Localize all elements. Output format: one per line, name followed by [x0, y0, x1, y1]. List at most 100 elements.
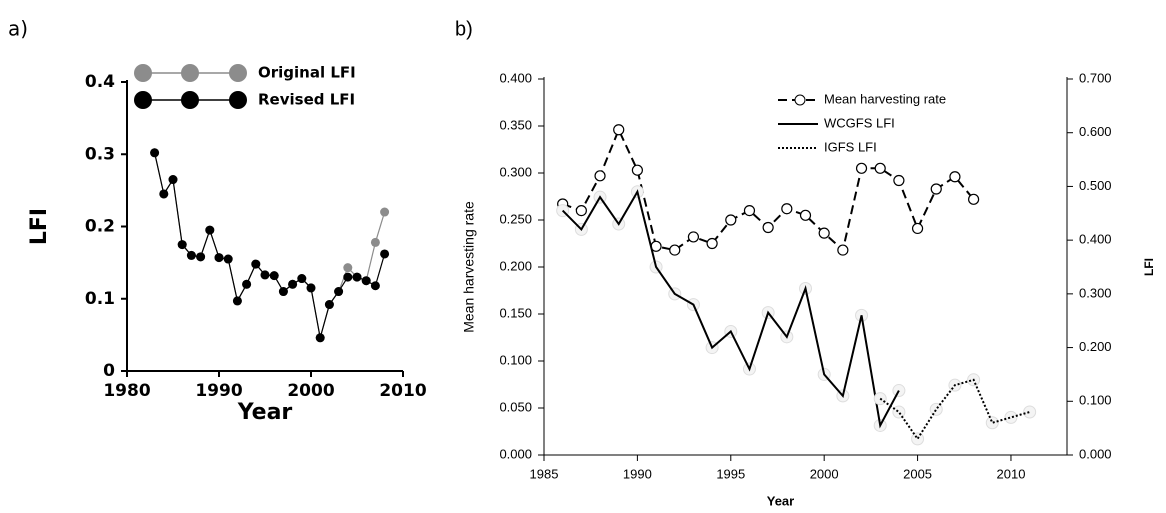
marker — [306, 283, 316, 293]
faint-marker — [1004, 410, 1018, 424]
marker — [278, 287, 288, 297]
x-tick-label: 1985 — [530, 466, 559, 481]
legend-label: WCGFS LFI — [824, 115, 895, 130]
x-tick-label: 2010 — [379, 381, 426, 401]
legend-marker — [181, 91, 199, 109]
legend-marker — [794, 94, 806, 106]
marker — [380, 249, 390, 259]
marker — [343, 272, 353, 282]
faint-marker — [929, 402, 943, 416]
x-tick-label: 2010 — [997, 466, 1026, 481]
marker — [575, 205, 587, 217]
marker — [669, 244, 681, 256]
panel-label: b) — [455, 18, 473, 40]
panel: b) 0.000 0.050 0.100 0.150 0.200 0.250 0.300 0.3… — [455, 18, 1156, 508]
legend-label: Original LFI — [258, 64, 356, 82]
marker — [781, 203, 793, 215]
y-tick-label: 0.050 — [499, 399, 532, 414]
y-tick-label: 0.000 — [499, 446, 532, 461]
marker — [930, 183, 942, 195]
panel-label: a) — [8, 17, 28, 41]
y-axis-label: Mean harvesting rate — [461, 201, 477, 333]
marker — [260, 270, 270, 280]
marker — [196, 252, 206, 262]
faint-marker — [1023, 405, 1037, 419]
legend-marker — [181, 64, 199, 82]
y2-tick-label: 0.300 — [1079, 285, 1112, 300]
y-tick-label: 0.200 — [499, 258, 532, 273]
y2-tick-label: 0.600 — [1079, 124, 1112, 139]
marker — [893, 174, 905, 187]
y-tick-label: 0.1 — [85, 289, 115, 309]
marker — [594, 170, 606, 182]
faint-marker — [911, 432, 925, 446]
faint-marker — [985, 416, 999, 430]
marker — [269, 271, 279, 281]
y-tick-label: 0.350 — [499, 117, 532, 132]
marker — [631, 164, 643, 176]
marker — [837, 244, 849, 256]
marker — [232, 296, 242, 306]
marker — [968, 193, 980, 205]
legend-marker — [229, 91, 247, 109]
legend-label: Mean harvesting rate — [824, 91, 946, 106]
y2-tick-label: 0.100 — [1079, 393, 1112, 408]
series-line — [154, 152, 386, 338]
marker — [343, 263, 353, 273]
y2-axis-label: LFI — [1142, 258, 1156, 276]
series-line — [154, 152, 386, 338]
faint-marker — [892, 405, 906, 419]
marker — [762, 221, 774, 234]
y-tick-label: 0.150 — [499, 305, 532, 320]
y-tick-label: 0.4 — [85, 72, 115, 92]
y-axis-label: LFI — [27, 208, 52, 245]
y-tick-label: 0 — [103, 361, 115, 381]
x-tick-label: 1990 — [195, 381, 242, 401]
y-tick-label: 0.100 — [499, 352, 532, 367]
y-tick-label: 0.300 — [499, 164, 532, 179]
x-tick-label: 2000 — [810, 466, 839, 481]
marker — [855, 162, 868, 174]
marker — [380, 207, 390, 217]
marker — [949, 171, 961, 183]
panel: a) 0 0.1 0.2 0.3 0.4 1980 1990 2000 2010 Year LFI Or… — [8, 17, 427, 426]
x-axis-label: Year — [237, 400, 293, 425]
x-tick-label: 1995 — [716, 466, 745, 481]
marker — [911, 222, 924, 235]
marker — [288, 279, 298, 289]
y2-tick-label: 0.200 — [1079, 339, 1112, 354]
y-tick-label: 0.250 — [499, 211, 532, 226]
marker — [352, 272, 362, 282]
marker — [818, 227, 830, 239]
y2-tick-label: 0.400 — [1079, 232, 1112, 247]
marker — [168, 175, 178, 185]
legend-label: IGFS LFI — [824, 139, 877, 154]
marker — [214, 253, 224, 263]
y-tick-label: 0.400 — [499, 70, 532, 85]
marker — [743, 205, 756, 217]
x-axis-label: Year — [767, 493, 794, 508]
marker — [370, 281, 380, 291]
marker — [687, 231, 700, 243]
x-tick-label: 2005 — [903, 466, 932, 481]
marker — [186, 250, 196, 260]
marker — [370, 237, 380, 247]
marker — [874, 162, 886, 174]
marker — [159, 189, 169, 199]
marker — [150, 148, 160, 158]
series-line — [879, 378, 1030, 441]
marker — [242, 279, 252, 289]
marker — [315, 333, 325, 343]
x-tick-label: 1990 — [623, 466, 652, 481]
x-tick-label: 2000 — [287, 381, 334, 401]
marker — [223, 254, 233, 264]
marker — [251, 259, 261, 269]
marker — [725, 214, 737, 226]
marker — [205, 225, 215, 235]
legend-marker — [134, 91, 152, 109]
y2-tick-label: 0.500 — [1079, 178, 1112, 193]
y-tick-label: 0.3 — [85, 144, 115, 164]
y2-tick-label: 0.000 — [1079, 446, 1112, 461]
marker — [799, 209, 812, 221]
